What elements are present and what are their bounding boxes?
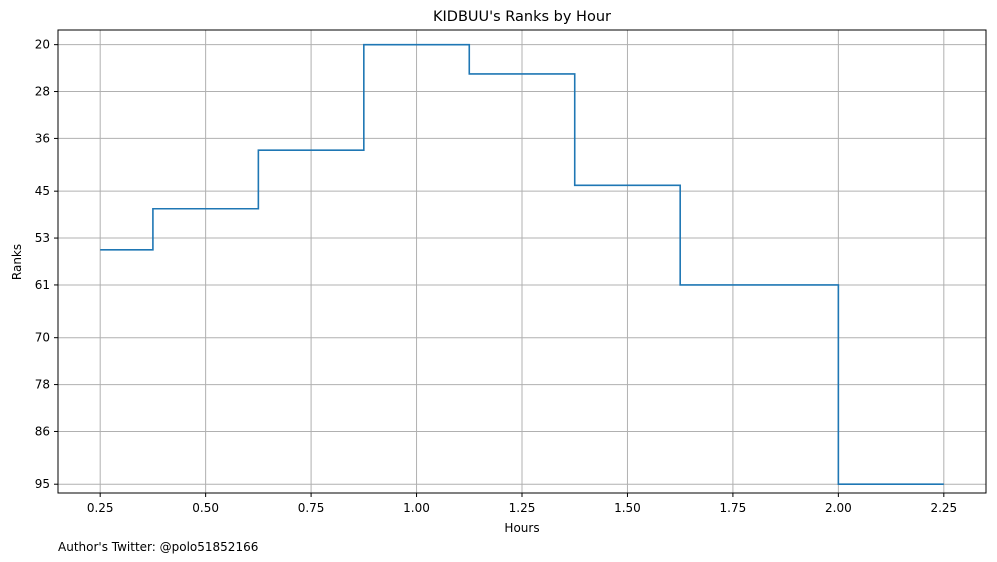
grid bbox=[58, 30, 986, 493]
y-tick-label: 28 bbox=[35, 85, 50, 99]
y-tick-label: 45 bbox=[35, 184, 50, 198]
y-tick-label: 36 bbox=[35, 131, 50, 145]
x-tick-label: 0.50 bbox=[192, 501, 219, 515]
author-footnote: Author's Twitter: @polo51852166 bbox=[58, 540, 258, 554]
x-tick-label: 2.00 bbox=[825, 501, 852, 515]
x-tick-label: 1.50 bbox=[614, 501, 641, 515]
x-tick-label: 0.25 bbox=[87, 501, 114, 515]
y-axis-label: Ranks bbox=[10, 244, 24, 280]
y-tick-label: 20 bbox=[35, 38, 50, 52]
y-tick-label: 61 bbox=[35, 278, 50, 292]
series-layer bbox=[100, 43, 944, 486]
y-tick-label: 70 bbox=[35, 331, 50, 345]
rank-step-line bbox=[100, 43, 944, 486]
chart-title: KIDBUU's Ranks by Hour bbox=[433, 9, 611, 25]
y-tick-label: 95 bbox=[35, 477, 50, 491]
x-tick-label: 0.75 bbox=[298, 501, 325, 515]
x-axis-label: Hours bbox=[504, 521, 539, 535]
y-tick-label: 78 bbox=[35, 378, 50, 392]
x-axis-ticks: 0.25 0.50 0.75 1.00 1.25 1.50 1.75 2.00 2.25 bbox=[87, 493, 957, 515]
y-tick-label: 86 bbox=[35, 424, 50, 438]
y-axis-ticks: 20 28 36 45 53 61 70 78 86 95 bbox=[35, 38, 58, 491]
x-tick-label: 1.25 bbox=[509, 501, 536, 515]
x-tick-label: 1.75 bbox=[720, 501, 747, 515]
x-tick-label: 2.25 bbox=[930, 501, 957, 515]
y-tick-label: 53 bbox=[35, 231, 50, 245]
x-tick-label: 1.00 bbox=[403, 501, 430, 515]
